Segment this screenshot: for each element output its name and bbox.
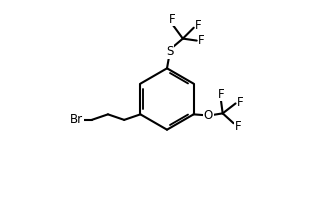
Text: S: S — [166, 45, 174, 58]
Text: Br: Br — [70, 113, 84, 126]
Text: F: F — [198, 34, 205, 47]
Text: F: F — [195, 19, 202, 32]
Text: F: F — [234, 120, 241, 133]
Text: F: F — [217, 88, 224, 101]
Text: F: F — [169, 13, 175, 26]
Text: F: F — [237, 96, 244, 109]
Text: O: O — [204, 109, 213, 122]
